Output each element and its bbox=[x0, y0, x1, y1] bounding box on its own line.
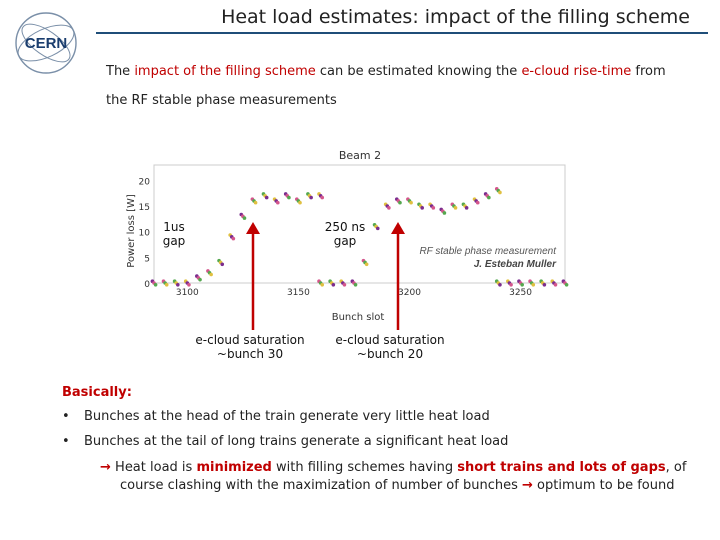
data-point bbox=[187, 283, 191, 287]
arrow-icon: → bbox=[100, 460, 111, 475]
data-point bbox=[309, 195, 313, 200]
svg-text:CERN: CERN bbox=[25, 35, 68, 52]
y-tick-label: 20 bbox=[139, 177, 151, 187]
data-point bbox=[442, 211, 447, 215]
data-point bbox=[253, 200, 258, 205]
data-point bbox=[176, 283, 180, 287]
title-rule bbox=[96, 32, 708, 34]
saturation-label-1: e-cloud saturation ~bunch 30 bbox=[195, 333, 305, 361]
data-point bbox=[353, 283, 358, 287]
x-tick-label: 3250 bbox=[509, 288, 532, 298]
saturation-arrows bbox=[246, 222, 405, 330]
data-point bbox=[531, 283, 536, 287]
data-point bbox=[398, 200, 402, 205]
data-point bbox=[564, 283, 569, 287]
data-point bbox=[320, 283, 325, 287]
summary-heading: Basically: bbox=[62, 385, 132, 400]
data-point bbox=[153, 283, 158, 287]
cern-logo: CERN bbox=[8, 6, 92, 78]
conclusion: → Heat load is minimized with filling sc… bbox=[100, 460, 687, 493]
data-point bbox=[287, 195, 291, 200]
data-point bbox=[453, 206, 458, 210]
saturation-label-2: e-cloud saturation ~bunch 20 bbox=[335, 333, 445, 361]
data-point bbox=[275, 200, 280, 205]
chart-title: Beam 2 bbox=[339, 149, 381, 162]
data-point bbox=[364, 262, 369, 267]
arrow-sat-2 bbox=[391, 222, 405, 330]
x-tick-label: 3200 bbox=[398, 288, 421, 298]
y-tick-label: 0 bbox=[144, 280, 150, 290]
data-point bbox=[498, 283, 502, 287]
data-point bbox=[242, 216, 247, 220]
data-point bbox=[320, 195, 325, 200]
y-tick-label: 5 bbox=[144, 254, 150, 264]
data-point bbox=[298, 200, 302, 205]
data-point bbox=[209, 272, 213, 277]
data-point bbox=[509, 283, 513, 287]
y-axis-label: Power loss [W] bbox=[126, 194, 137, 268]
y-tick-label: 15 bbox=[139, 203, 150, 213]
data-point bbox=[409, 200, 413, 205]
bullet-2: • Bunches at the tail of long trains gene… bbox=[62, 434, 509, 449]
gap-label-250ns: 250 ns gap bbox=[324, 220, 366, 248]
data-point bbox=[331, 283, 336, 287]
arrow-sat-1 bbox=[246, 222, 260, 330]
y-tick-label: 10 bbox=[139, 229, 151, 239]
data-point bbox=[431, 206, 436, 210]
intro-line-2: the RF stable phase measurements bbox=[106, 93, 337, 108]
data-point bbox=[487, 195, 491, 200]
plot-frame bbox=[153, 164, 566, 284]
x-tick-label: 3150 bbox=[287, 288, 310, 298]
data-point bbox=[475, 200, 480, 205]
data-point bbox=[198, 277, 202, 282]
data-point bbox=[464, 206, 469, 210]
data-point bbox=[498, 190, 502, 195]
rf-source-note: RF stable phase measurement J. Esteban M… bbox=[419, 246, 556, 270]
data-point bbox=[553, 283, 558, 287]
data-point bbox=[375, 226, 380, 231]
data-point bbox=[264, 195, 269, 200]
slide-title: Heat load estimates: impact of the filli… bbox=[221, 6, 690, 28]
heat-load-chart: Beam 2 Power loss [W] Bunch slot 0 5 10 15 2… bbox=[120, 143, 570, 323]
data-point bbox=[342, 283, 347, 287]
data-point bbox=[220, 262, 225, 267]
data-point bbox=[420, 206, 424, 210]
data-point bbox=[164, 283, 169, 287]
x-tick-label: 3100 bbox=[176, 288, 199, 298]
data-point bbox=[520, 283, 524, 287]
data-point bbox=[542, 283, 547, 287]
gap-label-1us: 1us gap bbox=[162, 220, 186, 248]
intro-line-1: The impact of the filling scheme can be … bbox=[106, 64, 666, 79]
data-point bbox=[231, 236, 236, 241]
x-axis-label: Bunch slot bbox=[332, 312, 385, 323]
arrow-icon-2: → bbox=[522, 478, 533, 493]
bullet-1: • Bunches at the head of the train genera… bbox=[62, 409, 490, 424]
data-point bbox=[387, 206, 391, 210]
